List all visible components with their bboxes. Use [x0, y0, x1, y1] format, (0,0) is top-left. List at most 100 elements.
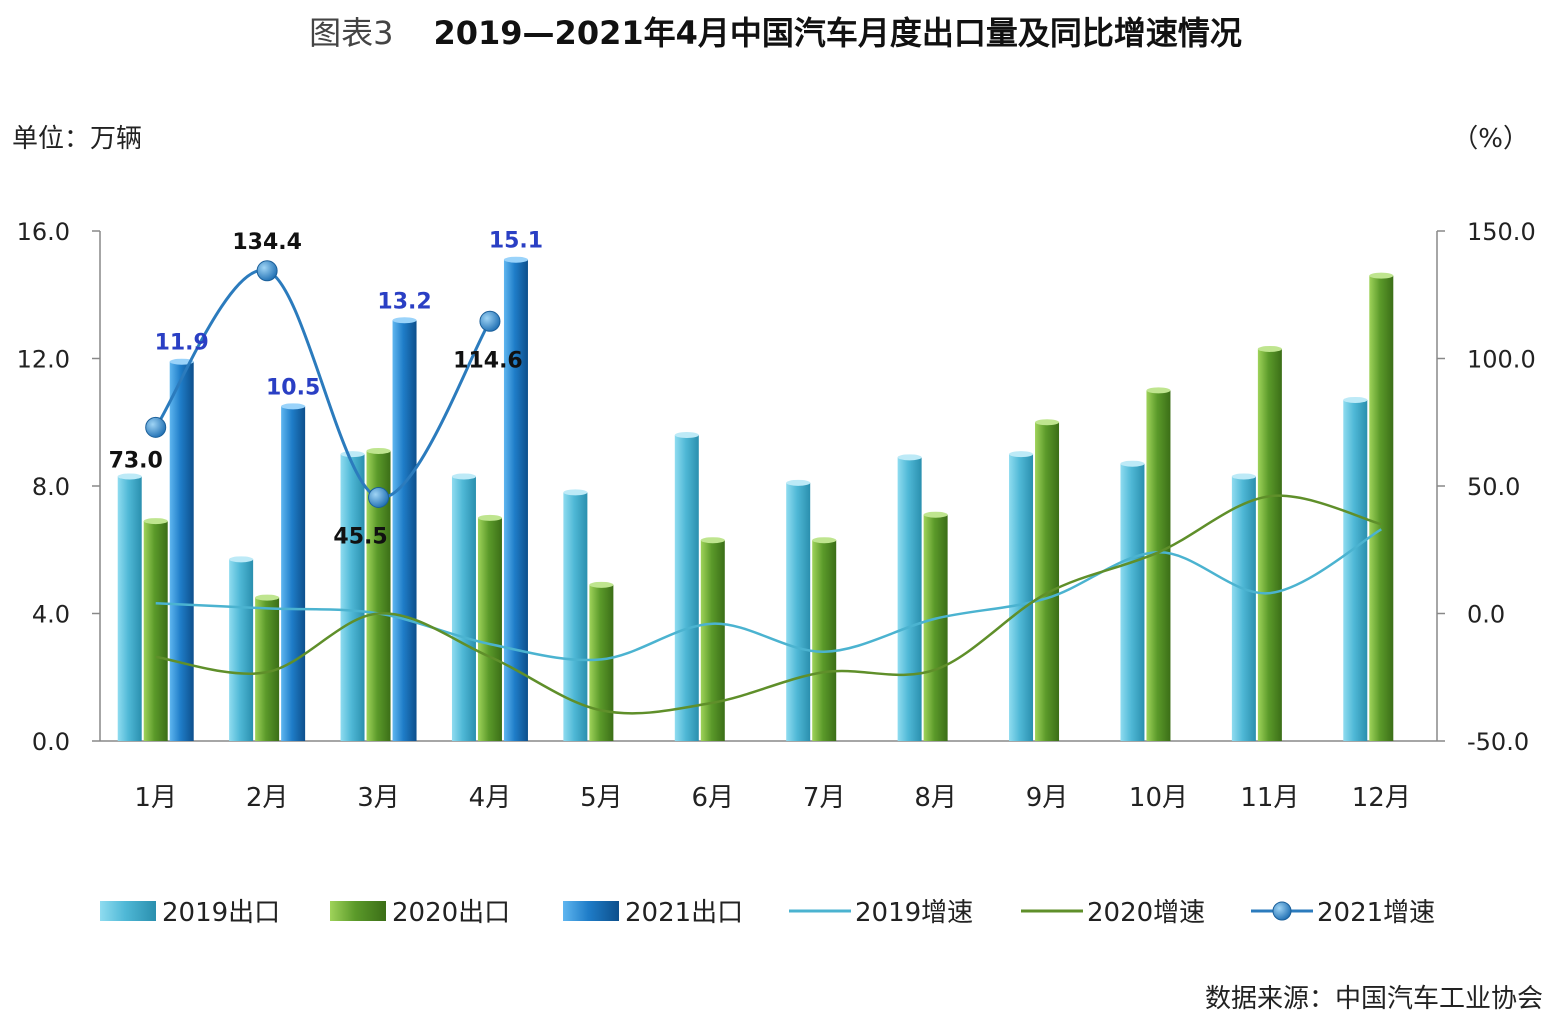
bar-cap-2020出口 [255, 594, 280, 601]
bar-2019出口 [1343, 399, 1368, 741]
bar-2020出口 [1257, 348, 1282, 741]
x-tick-label: 9月 [1026, 783, 1069, 813]
y2-tick-label: -50.0 [1467, 728, 1529, 756]
bar-2021出口 [169, 361, 194, 741]
bar-cap-2020出口 [143, 518, 168, 525]
bar-cap-2020出口 [1369, 272, 1394, 279]
bar-2019出口 [786, 482, 811, 741]
bar-cap-2021出口 [392, 317, 417, 324]
bar-2020出口 [477, 517, 502, 741]
data-label-2021-export: 11.9 [155, 331, 209, 356]
x-tick-label: 10月 [1129, 783, 1188, 813]
bar-cap-2021出口 [281, 403, 306, 410]
legend-swatch-2021出口 [563, 901, 619, 921]
bar-cap-2019出口 [674, 432, 699, 438]
y2-tick-label: 100.0 [1467, 346, 1536, 374]
x-tick-label: 4月 [469, 783, 512, 813]
bar-2021出口 [392, 320, 417, 741]
bar-cap-2021出口 [169, 358, 194, 365]
bar-cap-2019出口 [1120, 460, 1145, 467]
legend-marker-2021增速 [1272, 901, 1292, 921]
chart-title-prefix: 图表3 [309, 14, 394, 52]
bar-cap-2020出口 [923, 511, 948, 518]
bar-2019出口 [229, 559, 254, 741]
y-tick-label: 4.0 [32, 601, 70, 629]
bar-cap-2019出口 [1009, 451, 1034, 458]
legend-label-2020出口: 2020出口 [392, 898, 510, 928]
data-label-2021-growth: 45.5 [333, 524, 387, 549]
left-axis-unit: 单位：万辆 [12, 124, 143, 154]
data-label-2021-growth: 114.6 [453, 348, 523, 373]
data-label-2021-growth: 73.0 [109, 448, 163, 473]
bar-2020出口 [143, 521, 168, 741]
x-tick-label: 7月 [803, 783, 846, 813]
bar-cap-2019出口 [1231, 473, 1256, 480]
bar-cap-2019出口 [1343, 396, 1368, 403]
bar-2021出口 [503, 259, 528, 741]
bar-cap-2019出口 [786, 479, 811, 486]
bar-cap-2020出口 [1035, 419, 1060, 426]
bar-2020出口 [812, 540, 837, 741]
y-tick-label: 0.0 [32, 728, 70, 756]
bar-cap-2020出口 [477, 514, 502, 521]
data-label-2021-export: 10.5 [266, 375, 320, 400]
x-tick-label: 11月 [1240, 783, 1299, 813]
marker-2021增速 [368, 486, 390, 508]
legend-swatch-2019出口 [100, 901, 156, 921]
y2-tick-label: 150.0 [1467, 218, 1536, 246]
bar-2019出口 [1009, 454, 1034, 741]
bar-cap-2019出口 [340, 451, 365, 458]
x-tick-label: 8月 [914, 783, 957, 813]
x-tick-label: 6月 [692, 783, 735, 813]
bar-2019出口 [451, 476, 476, 741]
marker-2021增速 [256, 260, 278, 282]
y-tick-label: 8.0 [32, 473, 70, 501]
legend-label-2021增速: 2021增速 [1317, 898, 1435, 928]
bar-cap-2019出口 [563, 489, 588, 496]
marker-2021增速 [479, 310, 501, 332]
data-source: 数据来源：中国汽车工业协会 [1204, 984, 1543, 1014]
y-tick-label: 16.0 [17, 218, 70, 246]
bar-cap-2019出口 [897, 454, 922, 461]
bar-2019出口 [1120, 463, 1145, 741]
bar-cap-2020出口 [812, 537, 837, 544]
bar-2019出口 [563, 492, 588, 741]
bar-cap-2020出口 [700, 537, 725, 544]
bar-2019出口 [897, 457, 922, 741]
x-tick-label: 3月 [357, 783, 400, 813]
data-label-2021-export: 15.1 [489, 229, 543, 254]
bar-2021出口 [281, 406, 306, 741]
x-tick-label: 2月 [246, 783, 289, 813]
marker-2021增速 [145, 416, 167, 438]
legend-label-2019增速: 2019增速 [855, 898, 973, 928]
x-tick-label: 5月 [580, 783, 623, 813]
chart-title-main: 2019—2021年4月中国汽车月度出口量及同比增速情况 [433, 14, 1242, 52]
bar-cap-2020出口 [589, 581, 614, 588]
bar-2020出口 [923, 514, 948, 741]
bar-cap-2019出口 [117, 473, 142, 480]
bar-2019出口 [117, 476, 142, 741]
bar-cap-2019出口 [451, 473, 476, 480]
chart-title: 图表3 2019—2021年4月中国汽车月度出口量及同比增速情况 [0, 8, 1551, 54]
y2-tick-label: 50.0 [1467, 473, 1520, 501]
bar-2019出口 [1231, 476, 1256, 741]
y2-tick-label: 0.0 [1467, 601, 1505, 629]
line-2020增速 [155, 494, 1382, 715]
bar-2020出口 [589, 584, 614, 741]
line-2021增速 [154, 268, 492, 499]
bar-2019出口 [674, 435, 699, 741]
legend-label-2019出口: 2019出口 [162, 898, 280, 928]
bar-cap-2020出口 [366, 447, 391, 454]
data-label-2021-growth: 134.4 [232, 230, 302, 255]
y-tick-label: 12.0 [17, 346, 70, 374]
data-label-2021-export: 13.2 [377, 289, 431, 314]
x-tick-label: 12月 [1352, 783, 1411, 813]
bar-cap-2019出口 [229, 556, 254, 563]
bar-cap-2021出口 [503, 256, 528, 263]
right-axis-unit: （%） [1452, 124, 1529, 154]
bar-2020出口 [1146, 390, 1171, 741]
bar-2020出口 [1035, 422, 1060, 741]
bar-2019出口 [340, 454, 365, 741]
legend-label-2020增速: 2020增速 [1087, 898, 1205, 928]
